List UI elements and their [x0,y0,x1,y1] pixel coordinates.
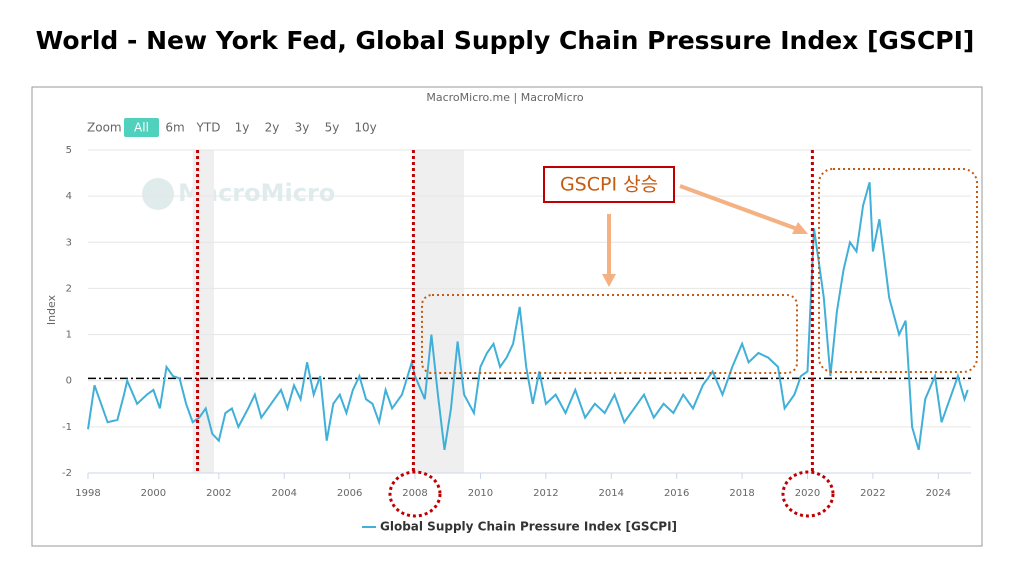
zoom-button[interactable]: All [134,121,149,135]
y-tick-label: -2 [62,468,72,479]
legend[interactable]: Global Supply Chain Pressure Index [GSCP… [362,520,677,534]
watermark-logo [142,178,174,210]
title: World - New York Fed, Global Supply Chai… [36,26,975,55]
x-tick-label: 2022 [860,488,885,499]
y-tick-label: 5 [66,145,72,156]
x-tick-label: 2024 [926,488,951,499]
highlight-box [421,294,798,374]
x-tick-label: 1998 [75,488,100,499]
arrow-head [792,222,808,234]
x-tick-label: 2018 [729,488,754,499]
series-line [87,182,969,451]
x-tick-label: 2020 [795,488,820,499]
source: MacroMicro.me | MacroMicro [426,91,584,104]
chart-frame [31,86,983,547]
x-tick-label: 2016 [664,488,689,499]
x-tick-label: 2012 [533,488,558,499]
x-tick-label: 2006 [337,488,362,499]
x-tick-label: 2004 [271,488,296,499]
zoom-button[interactable]: 2y [265,121,280,135]
arrow [679,184,801,232]
zoom-button-bg[interactable] [124,118,159,137]
arrow-head [602,274,616,287]
y-tick-label: -1 [62,422,72,433]
zoom-button[interactable]: 1y [235,121,250,135]
y-tick-label: 2 [66,283,72,294]
zoom-button[interactable]: 5y [325,121,340,135]
highlight-circle [388,470,442,518]
zoom-button[interactable]: 10y [354,121,376,135]
x-tick-label: 2010 [468,488,493,499]
y-axis-label: Index [45,294,58,325]
zoom-label: Zoom [87,121,122,135]
x-tick-label: 2002 [206,488,231,499]
x-tick-label: 2000 [141,488,166,499]
x-tick-label: 2008 [402,488,427,499]
annotation: GSCPI 상승 [560,174,658,196]
y-tick-label: 3 [66,237,72,248]
y-tick-label: 1 [66,330,72,341]
highlight-box [818,168,978,373]
annotation-box [543,166,675,203]
zoom-button[interactable]: YTD [196,121,221,135]
zoom-button[interactable]: 3y [295,121,310,135]
zoom-buttons: All 6m YTD 1y 2y 3y 5y 10y [124,118,377,137]
legend-label[interactable]: Global Supply Chain Pressure Index [GSCP… [380,520,677,534]
y-tick-label: 0 [66,376,72,387]
highlight-circle [781,470,835,518]
zoom-button[interactable]: 6m [165,121,184,135]
y-tick-label: 4 [66,191,72,202]
x-tick-label: 2014 [599,488,624,499]
